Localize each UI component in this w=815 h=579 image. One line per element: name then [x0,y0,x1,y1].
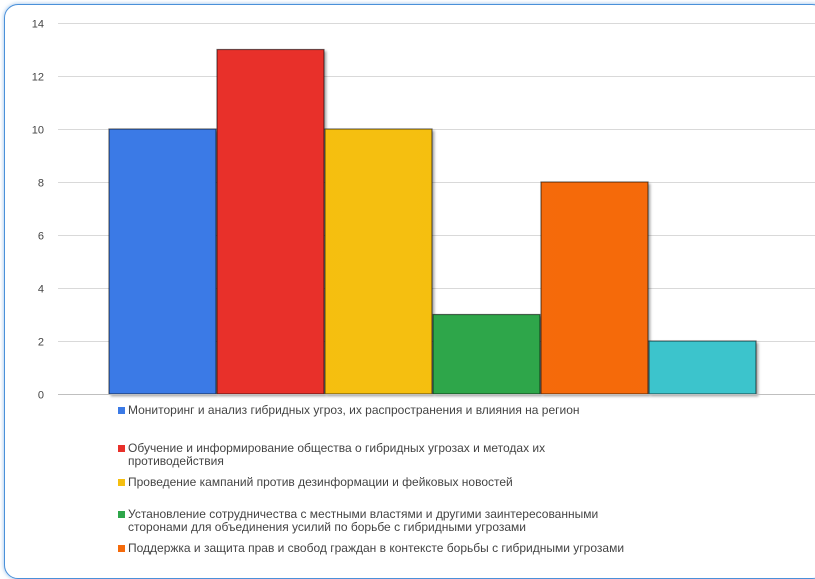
bars [108,48,757,395]
legend-item: Проведение кампаний против дезинформации… [118,476,738,489]
y-tick-label: 6 [38,231,44,243]
legend-label: Обучение и информирование общества о гиб… [128,442,545,468]
legend-label-line: Проведение кампаний против дезинформации… [128,475,513,489]
y-tick-label: 2 [38,337,44,349]
y-tick-label: 4 [38,284,44,296]
y-tick-label: 12 [32,72,44,84]
y-tick-label: 0 [38,390,44,402]
legend-label-line: противодействия [128,454,224,468]
bar-4-shading [435,316,538,392]
legend-label-line: сторонами для объединения усилий по борь… [128,520,526,534]
legend-label: Поддержка и защита прав и свобод граждан… [128,542,624,555]
y-axis-tick-labels: 0 2 4 6 8 10 12 14 [32,19,44,402]
bar-5-shading [543,184,646,392]
y-tick-label: 10 [32,125,44,137]
legend-swatch [118,479,125,486]
legend-label: Установление сотрудничества с местными в… [128,508,598,534]
legend-swatch [118,511,125,518]
y-tick-label: 8 [38,178,44,190]
legend-label: Проведение кампаний против дезинформации… [128,476,513,489]
bar-3-shading [327,131,430,392]
legend-label: Мониторинг и анализ гибридных угроз, их … [128,404,580,417]
legend-label-line: Мониторинг и анализ гибридных угроз, их … [128,403,580,417]
legend-item: Поддержка и защита прав и свобод граждан… [118,542,738,555]
bar-2-shading [219,51,322,392]
legend-item: Установление сотрудничества с местными в… [118,508,738,534]
bar-6-shading [651,343,754,392]
legend-swatch [118,545,125,552]
legend-label-line: Поддержка и защита прав и свобод граждан… [128,541,625,555]
bar-1-shading [111,131,214,392]
y-tick-label: 14 [32,19,44,31]
legend-label-line: Обучение и информирование общества о гиб… [128,441,546,455]
legend-label-line: Установление сотрудничества с местными в… [128,507,599,521]
legend-item: Мониторинг и анализ гибридных угроз, их … [118,404,738,417]
legend-swatch [118,445,125,452]
legend-item: Обучение и информирование общества о гиб… [118,442,738,468]
legend-swatch [118,407,125,414]
